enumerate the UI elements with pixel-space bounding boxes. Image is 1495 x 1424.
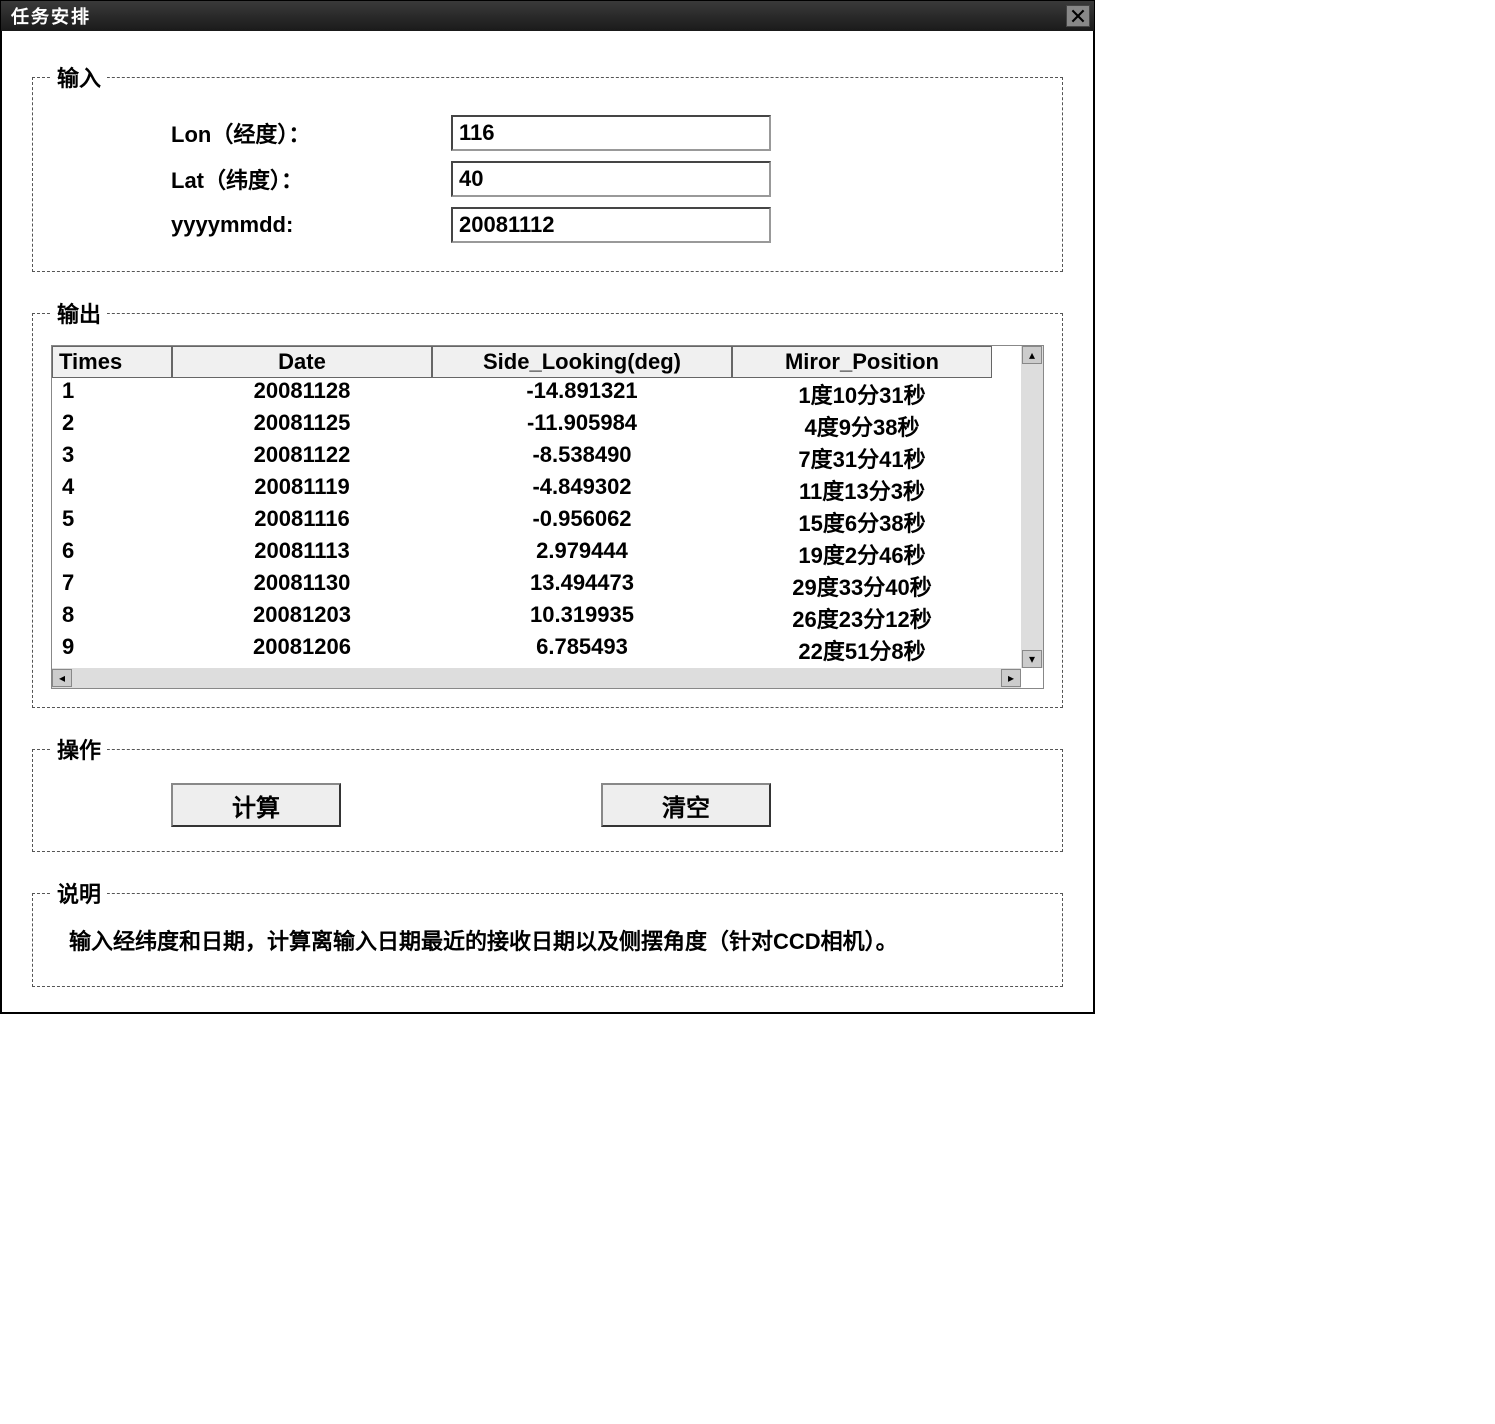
row-date[interactable]: 20081122 (172, 442, 432, 474)
lon-row: Lon（经度）： (51, 115, 1044, 151)
vertical-scrollbar[interactable]: ▴ ▾ (1021, 346, 1043, 668)
col-side[interactable]: Side_Looking(deg) (432, 346, 732, 378)
output-grid: Times Date Side_Looking(deg) Miror_Posit… (52, 346, 1019, 666)
row-date[interactable]: 20081116 (172, 506, 432, 538)
lon-label: Lon（经度）： (51, 117, 451, 149)
lat-label: Lat（纬度）： (51, 163, 451, 195)
output-listview[interactable]: Times Date Side_Looking(deg) Miror_Posit… (51, 345, 1044, 689)
client-area: 输入 Lon（经度）： Lat（纬度）： yyyymmdd: 输出 Times … (1, 31, 1094, 1013)
note-legend: 说明 (51, 877, 107, 909)
row-side[interactable]: 10.319935 (432, 602, 732, 634)
row-mirror[interactable]: 4度9分38秒 (732, 410, 992, 442)
row-mirror[interactable]: 26度23分12秒 (732, 602, 992, 634)
ops-row: 计算 清空 (51, 777, 1044, 833)
row-times[interactable]: 1 (52, 378, 172, 410)
row-times[interactable]: 4 (52, 474, 172, 506)
row-mirror[interactable]: 1度10分31秒 (732, 378, 992, 410)
ops-group: 操作 计算 清空 (32, 733, 1063, 852)
col-mirror[interactable]: Miror_Position (732, 346, 992, 378)
horizontal-scrollbar[interactable]: ◂ ▸ (52, 668, 1021, 688)
input-group: 输入 Lon（经度）： Lat（纬度）： yyyymmdd: (32, 61, 1063, 272)
row-date[interactable]: 20081130 (172, 570, 432, 602)
row-side[interactable]: 13.494473 (432, 570, 732, 602)
date-label: yyyymmdd: (51, 212, 451, 238)
clear-button[interactable]: 清空 (601, 783, 771, 827)
row-date[interactable]: 20081119 (172, 474, 432, 506)
date-row: yyyymmdd: (51, 207, 1044, 243)
row-times[interactable]: 5 (52, 506, 172, 538)
scroll-down-icon[interactable]: ▾ (1022, 650, 1042, 668)
row-mirror[interactable]: 15度6分38秒 (732, 506, 992, 538)
row-side[interactable]: 6.785493 (432, 634, 732, 666)
input-legend: 输入 (51, 61, 107, 93)
row-side[interactable]: -0.956062 (432, 506, 732, 538)
row-date[interactable]: 20081203 (172, 602, 432, 634)
row-mirror[interactable]: 29度33分40秒 (732, 570, 992, 602)
row-times[interactable]: 6 (52, 538, 172, 570)
calculate-button[interactable]: 计算 (171, 783, 341, 827)
lon-input[interactable] (451, 115, 771, 151)
row-mirror[interactable]: 7度31分41秒 (732, 442, 992, 474)
row-side[interactable]: -14.891321 (432, 378, 732, 410)
col-times[interactable]: Times (52, 346, 172, 378)
row-side[interactable]: -4.849302 (432, 474, 732, 506)
row-date[interactable]: 20081128 (172, 378, 432, 410)
row-times[interactable]: 3 (52, 442, 172, 474)
scroll-right-icon[interactable]: ▸ (1001, 669, 1021, 687)
row-side[interactable]: -11.905984 (432, 410, 732, 442)
row-times[interactable]: 8 (52, 602, 172, 634)
scroll-left-icon[interactable]: ◂ (52, 669, 72, 687)
row-times[interactable]: 2 (52, 410, 172, 442)
main-window: 任务安排 输入 Lon（经度）： Lat（纬度）： yyyymmdd: (0, 0, 1095, 1014)
ops-legend: 操作 (51, 733, 107, 765)
output-legend: 输出 (51, 297, 107, 329)
row-mirror[interactable]: 11度13分3秒 (732, 474, 992, 506)
note-group: 说明 输入经纬度和日期，计算离输入日期最近的接收日期以及侧摆角度（针对CCD相机… (32, 877, 1063, 987)
date-input[interactable] (451, 207, 771, 243)
row-times[interactable]: 9 (52, 634, 172, 666)
lat-row: Lat（纬度）： (51, 161, 1044, 197)
close-icon (1071, 9, 1085, 23)
row-date[interactable]: 20081125 (172, 410, 432, 442)
note-text: 输入经纬度和日期，计算离输入日期最近的接收日期以及侧摆角度（针对CCD相机）。 (51, 921, 1044, 968)
titlebar: 任务安排 (1, 1, 1094, 31)
col-date[interactable]: Date (172, 346, 432, 378)
row-mirror[interactable]: 22度51分8秒 (732, 634, 992, 666)
row-times[interactable]: 7 (52, 570, 172, 602)
lat-input[interactable] (451, 161, 771, 197)
close-button[interactable] (1066, 5, 1090, 27)
row-side[interactable]: 2.979444 (432, 538, 732, 570)
row-side[interactable]: -8.538490 (432, 442, 732, 474)
row-date[interactable]: 20081113 (172, 538, 432, 570)
row-date[interactable]: 20081206 (172, 634, 432, 666)
window-title: 任务安排 (5, 3, 91, 29)
output-group: 输出 Times Date Side_Looking(deg) Miror_Po… (32, 297, 1063, 708)
row-mirror[interactable]: 19度2分46秒 (732, 538, 992, 570)
scroll-up-icon[interactable]: ▴ (1022, 346, 1042, 364)
